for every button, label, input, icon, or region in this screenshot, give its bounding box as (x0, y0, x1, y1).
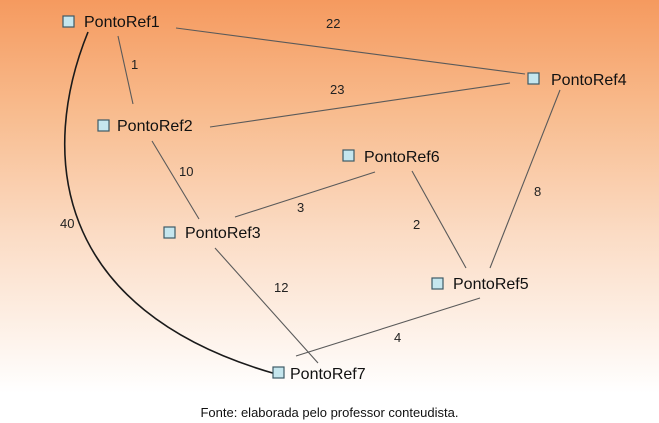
edge-weight-1-2: 1 (131, 57, 138, 72)
edge-2-4 (209, 82, 511, 128)
edge-weight-6-5: 2 (413, 217, 420, 232)
node-marker-icon (342, 149, 355, 162)
node-marker-icon (527, 72, 540, 85)
node-label: PontoRef1 (84, 14, 160, 31)
edge-1-7 (63, 31, 277, 375)
edge-4-5 (489, 89, 561, 269)
edge-2-3 (151, 140, 200, 220)
node-label: PontoRef2 (117, 118, 193, 135)
edge-weight-2-3: 10 (179, 164, 193, 179)
node-marker-icon (97, 119, 110, 132)
node-marker-icon (431, 277, 444, 290)
edge-weight-3-6: 3 (297, 200, 304, 215)
node-label: PontoRef5 (453, 276, 529, 293)
node-marker-icon (62, 15, 75, 28)
node-marker-icon (163, 226, 176, 239)
edge-3-7 (214, 247, 319, 364)
edge-7-5 (295, 297, 481, 357)
edge-3-6 (234, 171, 376, 218)
node-pontoref5: PontoRef5 (431, 276, 529, 293)
node-pontoref7: PontoRef7 (272, 366, 366, 383)
edge-weight-1-4: 22 (326, 16, 340, 31)
edge-weight-4-5: 8 (534, 184, 541, 199)
edge-weight-3-7: 12 (274, 280, 288, 295)
node-label: PontoRef7 (290, 366, 366, 383)
node-pontoref4: PontoRef4 (527, 72, 627, 89)
node-label: PontoRef4 (551, 72, 627, 89)
graph-canvas: 22 1 23 10 3 2 8 40 12 4 PontoRef1 Ponto… (60, 14, 627, 383)
edge-weight-1-7: 40 (60, 216, 74, 231)
node-label: PontoRef3 (185, 225, 261, 242)
edge-1-2 (117, 35, 134, 105)
node-pontoref3: PontoRef3 (163, 225, 261, 242)
edge-6-5 (411, 170, 467, 269)
node-pontoref2: PontoRef2 (97, 118, 193, 135)
node-label: PontoRef6 (364, 149, 440, 166)
node-pontoref6: PontoRef6 (342, 149, 440, 166)
figure-caption: Fonte: elaborada pelo professor conteudi… (200, 405, 459, 420)
node-pontoref1: PontoRef1 (62, 14, 160, 31)
graph-panel: 22 1 23 10 3 2 8 40 12 4 PontoRef1 Ponto… (0, 0, 659, 393)
node-marker-icon (272, 366, 285, 379)
edge-1-4 (175, 27, 526, 75)
edge-weight-2-4: 23 (330, 82, 344, 97)
edge-weight-7-5: 4 (394, 330, 401, 345)
